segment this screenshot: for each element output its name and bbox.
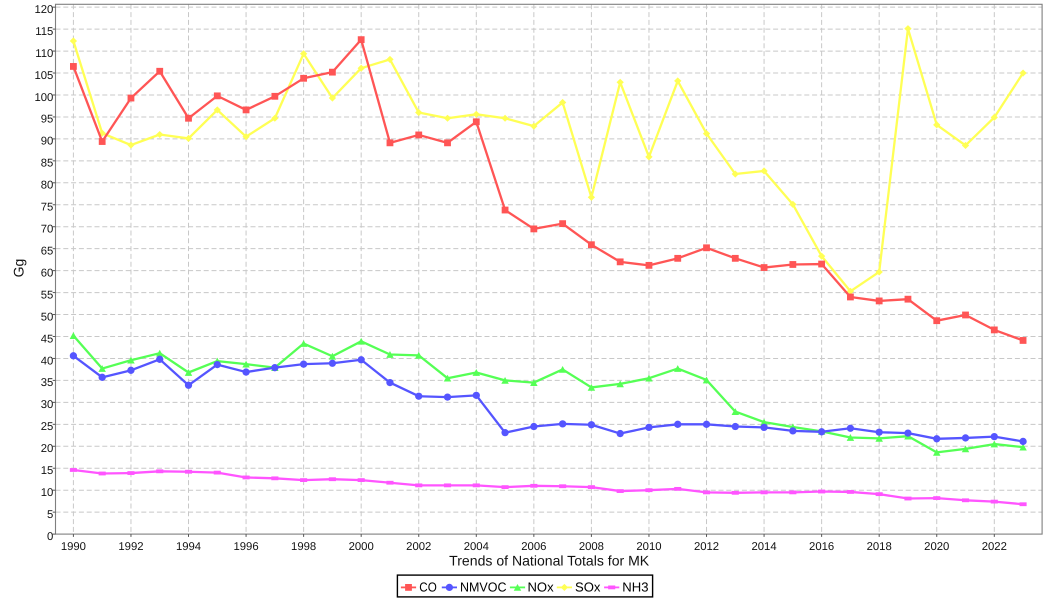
svg-text:90: 90 <box>41 136 54 148</box>
svg-text:2000: 2000 <box>349 541 374 553</box>
svg-text:60: 60 <box>41 267 54 279</box>
svg-text:2018: 2018 <box>867 541 892 553</box>
svg-text:95: 95 <box>41 114 54 126</box>
svg-text:1990: 1990 <box>61 541 86 553</box>
svg-text:NOx: NOx <box>528 580 555 595</box>
svg-text:2014: 2014 <box>751 541 776 553</box>
svg-text:105: 105 <box>34 70 53 82</box>
svg-text:CO: CO <box>419 580 437 595</box>
svg-text:80: 80 <box>41 180 54 192</box>
svg-text:2010: 2010 <box>636 541 661 553</box>
svg-text:2020: 2020 <box>924 541 949 553</box>
svg-text:1998: 1998 <box>291 541 316 553</box>
svg-text:35: 35 <box>41 377 54 389</box>
svg-text:65: 65 <box>41 245 54 257</box>
svg-text:50: 50 <box>41 311 54 323</box>
svg-text:45: 45 <box>41 333 54 345</box>
svg-text:2002: 2002 <box>406 541 431 553</box>
svg-text:1994: 1994 <box>176 541 201 553</box>
svg-text:120: 120 <box>34 4 53 16</box>
svg-text:1992: 1992 <box>118 541 143 553</box>
svg-text:1996: 1996 <box>233 541 258 553</box>
svg-text:10: 10 <box>41 487 54 499</box>
svg-text:5: 5 <box>47 509 53 521</box>
svg-text:100: 100 <box>34 92 53 104</box>
svg-text:2012: 2012 <box>694 541 719 553</box>
svg-text:25: 25 <box>41 421 54 433</box>
svg-text:2004: 2004 <box>464 541 489 553</box>
svg-text:20: 20 <box>41 443 54 455</box>
svg-text:Gg: Gg <box>11 259 27 278</box>
svg-text:Trends of National Totals for: Trends of National Totals for MK <box>449 553 650 569</box>
svg-text:15: 15 <box>41 465 54 477</box>
svg-text:SOx: SOx <box>575 580 601 595</box>
svg-text:55: 55 <box>41 289 54 301</box>
svg-text:2022: 2022 <box>982 541 1007 553</box>
svg-text:0: 0 <box>47 531 53 543</box>
svg-text:40: 40 <box>41 355 54 367</box>
svg-text:2016: 2016 <box>809 541 834 553</box>
svg-text:75: 75 <box>41 202 54 214</box>
svg-text:2008: 2008 <box>579 541 604 553</box>
svg-text:115: 115 <box>35 26 53 38</box>
svg-text:30: 30 <box>41 399 54 411</box>
svg-text:NH3: NH3 <box>622 580 648 595</box>
svg-text:85: 85 <box>41 158 54 170</box>
svg-text:NMVOC: NMVOC <box>460 580 507 595</box>
svg-text:110: 110 <box>35 48 53 60</box>
svg-text:70: 70 <box>41 224 54 236</box>
svg-text:2006: 2006 <box>521 541 546 553</box>
